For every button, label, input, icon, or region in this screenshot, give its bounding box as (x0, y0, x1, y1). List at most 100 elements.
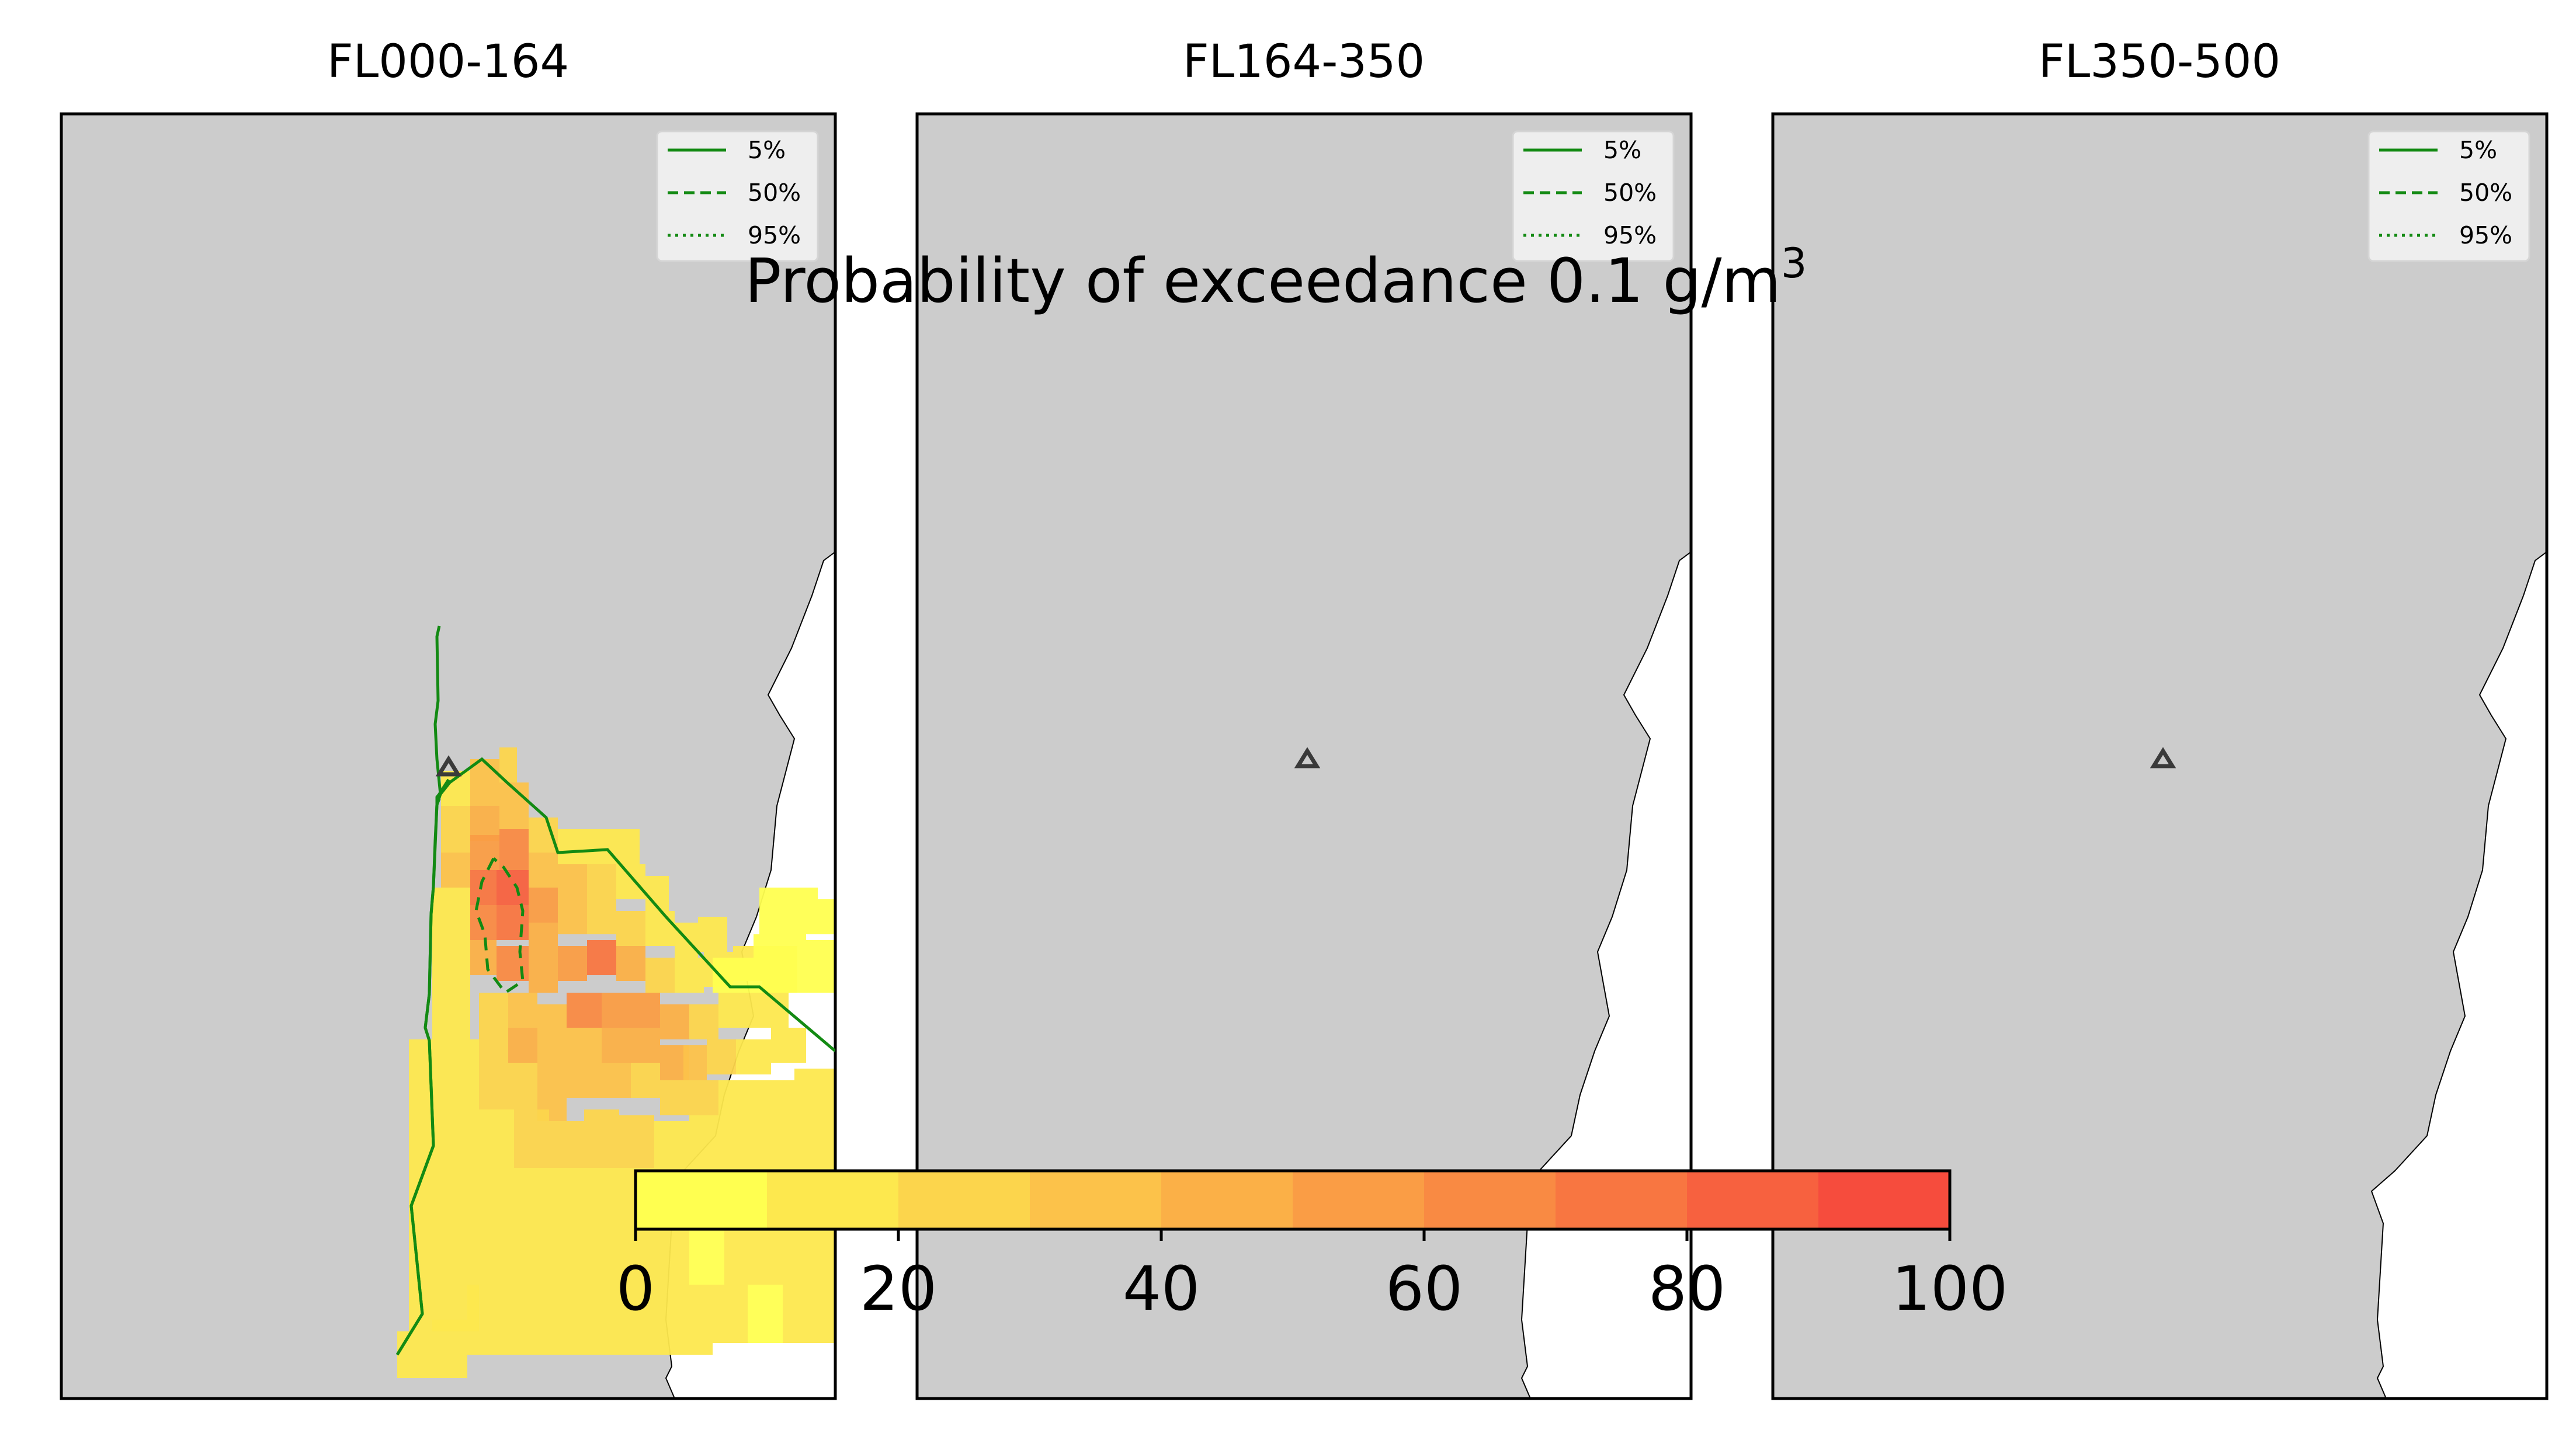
colorbar-segment (636, 1171, 768, 1229)
colorbar-segment (1161, 1171, 1293, 1229)
heatmap-cell (771, 958, 806, 993)
map-panel-fl000-164 (60, 112, 837, 1400)
heatmap-cell (529, 888, 558, 923)
heatmap-cell (654, 1121, 689, 1168)
legend-box: 5% 50% 95% (656, 130, 819, 262)
figure-title: Probability of exceedance 0.1 g/m3 (745, 239, 1807, 316)
heatmap-cell (748, 1285, 783, 1343)
heatmap-cell (409, 1039, 444, 1098)
heatmap-cell (616, 829, 640, 864)
heatmap-cell (754, 934, 777, 958)
colorbar: 0 20 40 60 80 100 (616, 1169, 2008, 1324)
colorbar-tick-label: 60 (1386, 1253, 1463, 1324)
heatmap-cell (497, 870, 529, 905)
colorbar-segment (1030, 1171, 1162, 1229)
heatmap-cell (558, 946, 587, 981)
heatmap-cell (759, 888, 783, 934)
colorbar-segment (898, 1171, 1030, 1229)
heatmap-cell (432, 981, 470, 1039)
contour-5pct-apex-link (435, 778, 450, 805)
heatmap-cell (607, 1285, 643, 1355)
heatmap-cell (645, 911, 675, 946)
heatmap-cell (514, 1168, 549, 1226)
colorbar-segment (1556, 1171, 1688, 1229)
heatmap-cell (645, 958, 675, 993)
heatmap-cell (689, 1080, 718, 1115)
heatmap-cell (683, 1045, 707, 1080)
heatmap-cell (409, 1098, 444, 1156)
heatmap-cell (558, 864, 587, 899)
legend-box: 5% 50% 95% (2367, 130, 2530, 262)
panel-title: FL350-500 (2039, 36, 2280, 88)
colorbar-tick-label: 40 (1123, 1253, 1200, 1324)
contour-50pct (474, 857, 525, 995)
heatmap-cell (759, 1226, 794, 1285)
heatmap-cell (470, 905, 497, 940)
contour-group (435, 757, 835, 1052)
legend-label: 50% (748, 179, 801, 207)
heatmap-cell (529, 923, 558, 958)
heatmap-cell (508, 993, 537, 1028)
heatmap-cell (777, 934, 806, 958)
heatmap-cell (736, 1039, 771, 1074)
heatmap-cell (794, 1226, 835, 1285)
heatmap-cell (497, 946, 529, 981)
legend-label: 5% (748, 136, 786, 164)
heatmap-cell (558, 829, 587, 864)
heatmap-cell (479, 1226, 514, 1285)
heatmap-cell (549, 1226, 584, 1285)
heatmap-cell (584, 1168, 619, 1226)
colorbar-segment (1687, 1171, 1819, 1229)
heatmap-cell (441, 853, 470, 888)
colorbar-tick-label: 80 (1648, 1253, 1726, 1324)
heatmap-cell (508, 1063, 537, 1109)
legend-label: 95% (1603, 221, 1657, 249)
heatmap-cell (584, 1109, 619, 1168)
heatmap-cell (643, 1285, 678, 1355)
heatmap-cell (660, 1004, 689, 1039)
heatmap-cell (818, 899, 835, 934)
heatmap-cell (587, 940, 616, 975)
heatmap-cell (567, 1028, 602, 1063)
heatmap-cell (783, 1285, 835, 1343)
map-frame (60, 112, 837, 1400)
heatmap-cell (771, 1028, 806, 1063)
heatmap-cell (587, 864, 616, 899)
legend-label: 50% (1603, 179, 1657, 207)
heatmap-cell (584, 1226, 619, 1285)
heatmap-cell (724, 1226, 759, 1285)
heatmap-cell (713, 1285, 748, 1343)
heatmap-cell (631, 1028, 660, 1063)
legend-frame (2367, 130, 2530, 262)
panel-title: FL164-350 (1183, 36, 1425, 88)
heatmap-cell (529, 958, 558, 993)
colorbar-segment (1818, 1171, 1950, 1229)
heatmap-cell (479, 1168, 514, 1226)
heatmap-cell (499, 829, 529, 870)
map-frame (915, 112, 1693, 1400)
heatmap-cell (537, 1039, 567, 1074)
legend-label: 95% (2459, 221, 2512, 249)
heatmap-cell (602, 993, 631, 1028)
heatmap-cell (508, 1028, 537, 1063)
heatmap-cell (470, 759, 499, 806)
heatmap-cell (619, 1115, 654, 1168)
heatmap-cell (794, 1115, 835, 1168)
heatmap-cell (502, 1285, 537, 1355)
heatmap-cell (479, 1109, 514, 1168)
volcano-marker-icon (435, 755, 462, 777)
colorbar-tick-label: 100 (1892, 1253, 2008, 1324)
colorbar-segment (1424, 1171, 1556, 1229)
colorbar-segment (767, 1171, 899, 1229)
heatmap-cell (572, 1285, 607, 1355)
volcano-marker-icon (1294, 747, 1321, 768)
heatmap-cell (806, 940, 835, 958)
map-frame (1771, 112, 2549, 1400)
heatmap-cell (678, 1285, 713, 1355)
heatmap-cell (558, 899, 587, 934)
colorbar-tick-label: 0 (616, 1253, 655, 1324)
heatmap-cell (689, 1115, 724, 1168)
heatmap-cell (567, 1063, 602, 1098)
heatmap-cell (514, 1226, 549, 1285)
